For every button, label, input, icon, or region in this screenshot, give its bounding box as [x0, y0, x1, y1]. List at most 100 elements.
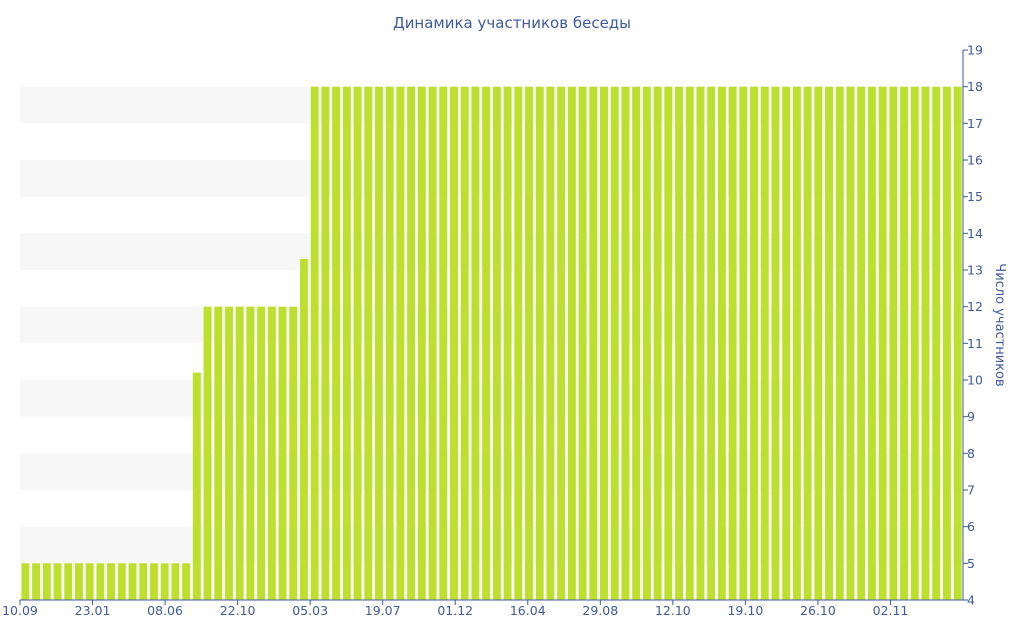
- bar[interactable]: [664, 86, 673, 601]
- bar[interactable]: [321, 86, 330, 601]
- bar[interactable]: [64, 563, 73, 600]
- bar[interactable]: [546, 86, 555, 601]
- y-tick-label: 4: [967, 593, 975, 608]
- bar[interactable]: [85, 563, 94, 600]
- bar[interactable]: [889, 86, 898, 601]
- bar[interactable]: [846, 86, 855, 601]
- bar[interactable]: [535, 86, 544, 601]
- bar[interactable]: [739, 86, 748, 601]
- bar[interactable]: [578, 86, 587, 601]
- x-tick-label: 01.12: [437, 603, 473, 618]
- bar[interactable]: [182, 563, 191, 600]
- bar[interactable]: [289, 306, 298, 600]
- bar[interactable]: [149, 563, 158, 600]
- bar[interactable]: [450, 86, 458, 601]
- x-tick-label: 05.03: [292, 603, 328, 618]
- bar[interactable]: [225, 306, 233, 600]
- bar[interactable]: [932, 86, 941, 601]
- bar[interactable]: [600, 86, 608, 601]
- bar[interactable]: [621, 86, 630, 601]
- bar[interactable]: [21, 563, 30, 600]
- bar[interactable]: [267, 306, 276, 600]
- bar[interactable]: [632, 86, 641, 601]
- bar[interactable]: [589, 86, 598, 601]
- bar[interactable]: [96, 563, 105, 600]
- bar[interactable]: [707, 86, 716, 601]
- bar[interactable]: [825, 86, 834, 601]
- bar[interactable]: [728, 86, 737, 601]
- bar[interactable]: [953, 86, 962, 601]
- bar[interactable]: [910, 86, 919, 601]
- bar[interactable]: [139, 563, 148, 600]
- bar[interactable]: [814, 86, 823, 601]
- bar[interactable]: [675, 86, 683, 601]
- bar[interactable]: [117, 563, 126, 600]
- bar[interactable]: [803, 86, 812, 601]
- bar[interactable]: [332, 86, 341, 601]
- bar[interactable]: [214, 306, 223, 600]
- bar[interactable]: [653, 86, 662, 601]
- bar[interactable]: [471, 86, 480, 601]
- bar[interactable]: [353, 86, 362, 601]
- bar[interactable]: [53, 563, 62, 600]
- x-tick-label: 29.08: [582, 603, 618, 618]
- bar[interactable]: [192, 372, 201, 600]
- bar[interactable]: [342, 86, 351, 601]
- y-tick-label: 18: [967, 79, 983, 94]
- bar[interactable]: [300, 259, 308, 600]
- bar[interactable]: [364, 86, 373, 601]
- bar[interactable]: [867, 86, 876, 601]
- bar[interactable]: [482, 86, 491, 601]
- bar-series: [21, 86, 962, 601]
- bar[interactable]: [128, 563, 137, 600]
- bar[interactable]: [460, 86, 469, 601]
- bar[interactable]: [246, 306, 255, 600]
- bar[interactable]: [792, 86, 801, 601]
- bar[interactable]: [74, 563, 83, 600]
- bar[interactable]: [567, 86, 576, 601]
- bar[interactable]: [942, 86, 951, 601]
- bar[interactable]: [750, 86, 758, 601]
- bar[interactable]: [42, 563, 51, 600]
- bar[interactable]: [642, 86, 651, 601]
- bar[interactable]: [396, 86, 405, 601]
- bar[interactable]: [782, 86, 791, 601]
- bar[interactable]: [278, 306, 287, 600]
- bar[interactable]: [385, 86, 394, 601]
- y-tick-label: 11: [967, 336, 983, 351]
- bar[interactable]: [900, 86, 909, 601]
- bar[interactable]: [310, 86, 319, 601]
- y-tick-label: 8: [967, 446, 975, 461]
- bar[interactable]: [417, 86, 426, 601]
- bar[interactable]: [439, 86, 448, 601]
- bar[interactable]: [107, 563, 116, 600]
- bar[interactable]: [878, 86, 887, 601]
- bar[interactable]: [696, 86, 705, 601]
- bar[interactable]: [610, 86, 619, 601]
- bar[interactable]: [514, 86, 523, 601]
- bar[interactable]: [407, 86, 416, 601]
- y-tick-label: 16: [967, 153, 983, 168]
- bar[interactable]: [857, 86, 866, 601]
- bar[interactable]: [717, 86, 726, 601]
- y-tick-label: 17: [967, 116, 983, 131]
- bar[interactable]: [171, 563, 180, 600]
- bar[interactable]: [428, 86, 437, 601]
- bar[interactable]: [685, 86, 694, 601]
- bar[interactable]: [760, 86, 769, 601]
- bar[interactable]: [375, 86, 383, 601]
- bar[interactable]: [771, 86, 780, 601]
- bar[interactable]: [160, 563, 169, 600]
- bar[interactable]: [835, 86, 844, 601]
- bar[interactable]: [492, 86, 501, 601]
- bar[interactable]: [557, 86, 566, 601]
- bar[interactable]: [503, 86, 512, 601]
- bar[interactable]: [203, 306, 212, 600]
- y-tick-label: 15: [967, 189, 983, 204]
- bar[interactable]: [921, 86, 930, 601]
- bar[interactable]: [32, 563, 41, 600]
- bar[interactable]: [235, 306, 244, 600]
- bar[interactable]: [257, 306, 266, 600]
- bar[interactable]: [525, 86, 533, 601]
